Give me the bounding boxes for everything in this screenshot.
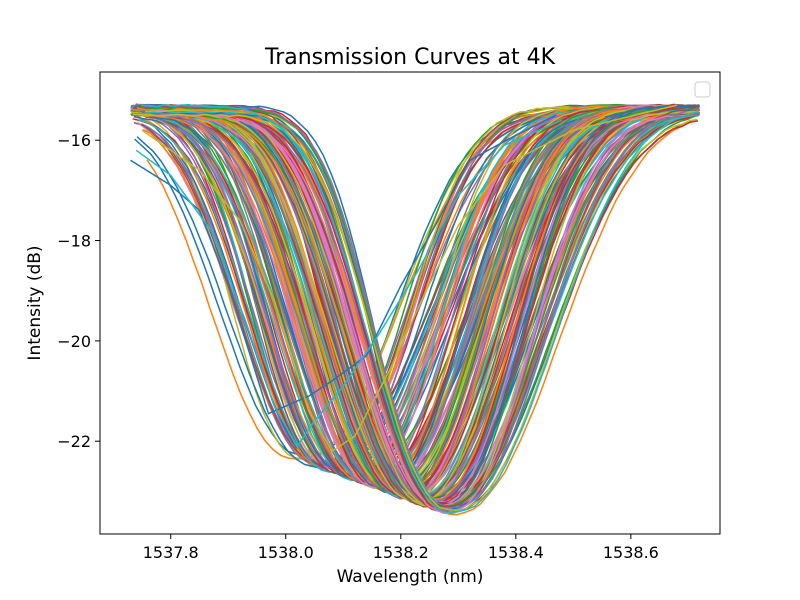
legend-box bbox=[694, 81, 711, 98]
x-tick-label: 1538.6 bbox=[603, 543, 659, 562]
y-axis-label: Intensity (dB) bbox=[25, 245, 45, 360]
transmission-curve bbox=[141, 112, 699, 514]
x-tick-label: 1538.4 bbox=[488, 543, 544, 562]
chart-title: Transmission Curves at 4K bbox=[264, 45, 556, 70]
y-axis: −22 −20 −18 −16 bbox=[57, 131, 100, 451]
transmission-curve bbox=[140, 104, 699, 515]
y-tick-label: −22 bbox=[57, 432, 91, 451]
y-tick-label: −20 bbox=[57, 332, 91, 351]
y-tick-label: −18 bbox=[57, 232, 91, 251]
plot-frame bbox=[99, 71, 721, 535]
curves-group bbox=[130, 103, 700, 516]
y-tick-label: −16 bbox=[57, 131, 91, 150]
transmission-curve-outlier bbox=[141, 104, 678, 453]
x-tick-label: 1537.8 bbox=[143, 543, 199, 562]
transmission-curve-outlier bbox=[130, 114, 557, 415]
x-tick-label: 1538.0 bbox=[258, 543, 314, 562]
transmission-curve bbox=[140, 113, 698, 515]
transmission-curve bbox=[146, 104, 699, 488]
x-tick-label: 1538.2 bbox=[373, 543, 429, 562]
x-axis-label: Wavelength (nm) bbox=[337, 567, 484, 587]
x-axis: 1537.8 1538.0 1538.2 1538.4 1538.6 bbox=[143, 534, 659, 562]
